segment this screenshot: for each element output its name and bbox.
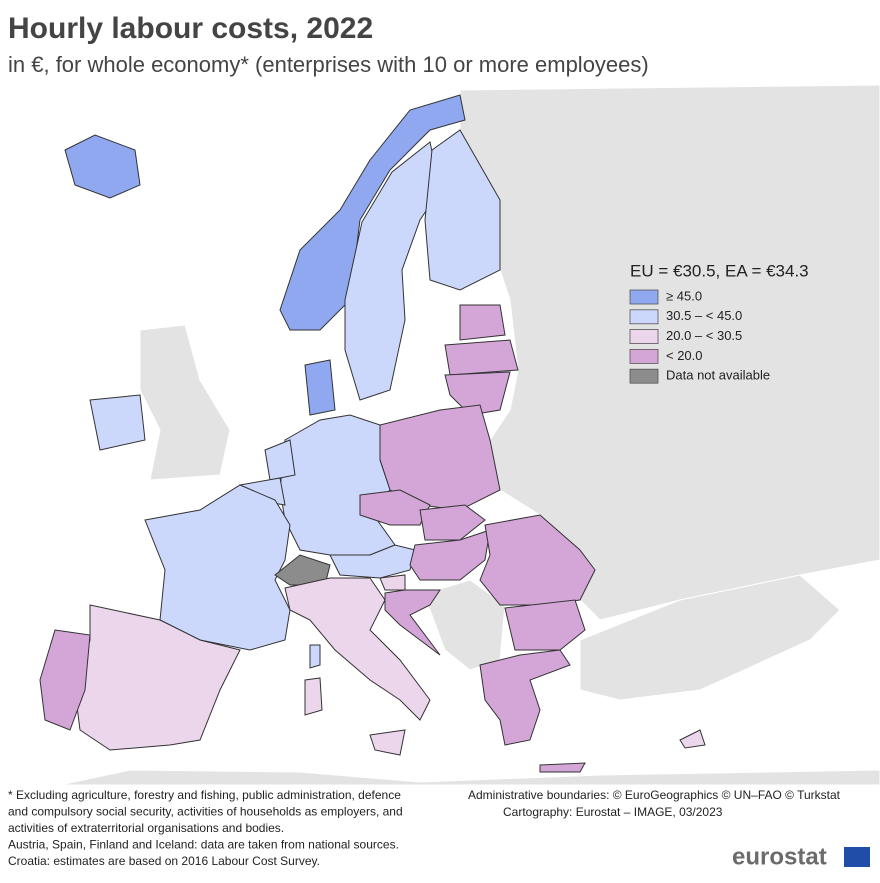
north-africa <box>59 769 880 786</box>
countries <box>39 94 706 773</box>
uk <box>139 324 231 481</box>
legend-label: 30.5 – < 45.0 <box>666 308 742 323</box>
germany <box>279 414 396 556</box>
credit-line: Cartography: Eurostat – IMAGE, 03/2023 <box>503 805 723 819</box>
footer-background <box>0 785 880 878</box>
czechia <box>359 489 431 526</box>
non-eu-land <box>59 84 880 786</box>
turkey <box>579 574 841 701</box>
legend-swatch <box>629 348 659 364</box>
hungary <box>409 529 491 581</box>
legend-title: EU = €30.5, EA = €34.3 <box>630 261 809 280</box>
header-background <box>0 0 880 82</box>
legend-swatch <box>629 329 659 345</box>
legend-label: Data not available <box>666 368 770 383</box>
lithuania <box>444 371 511 416</box>
logo-text: eurostat <box>732 843 827 870</box>
portugal <box>39 629 91 731</box>
footnote-line: Austria, Spain, Finland and Iceland: dat… <box>8 838 399 852</box>
credits: Administrative boundaries: © EuroGeograp… <box>468 788 841 819</box>
sicily <box>369 729 406 756</box>
croatia <box>384 589 441 656</box>
sardinia <box>304 677 323 716</box>
latvia <box>444 339 519 376</box>
greece <box>479 649 571 746</box>
footnote-line: * Excluding agriculture, forestry and fi… <box>8 788 401 802</box>
slovakia <box>419 504 486 541</box>
netherlands <box>264 439 296 481</box>
iceland <box>64 134 141 199</box>
footnotes: * Excluding agriculture, forestry and fi… <box>8 788 403 868</box>
crete <box>539 762 586 773</box>
legend-label: ≥ 45.0 <box>666 288 702 303</box>
switzerland <box>274 554 331 586</box>
legend-label: < 20.0 <box>666 348 703 363</box>
bulgaria <box>504 599 586 651</box>
italy <box>284 577 431 721</box>
legend-swatch <box>629 309 659 325</box>
slovenia <box>379 574 406 591</box>
ireland <box>89 394 146 451</box>
footnote-line: activities of extraterritorial organisat… <box>8 821 284 835</box>
eu-flag <box>844 847 870 867</box>
corsica <box>309 644 321 669</box>
footnote-line: and compulsory social security, activiti… <box>8 805 403 819</box>
credit-line: Administrative boundaries: © EuroGeograp… <box>468 788 841 802</box>
sweden <box>344 141 441 401</box>
cyprus <box>679 729 706 749</box>
title: Hourly labour costs, 2022 <box>8 12 373 45</box>
subtitle: in €, for whole economy* (enterprises wi… <box>8 52 649 77</box>
legend-swatch <box>629 368 659 384</box>
denmark <box>304 359 336 416</box>
norway <box>279 94 466 331</box>
legend-label: 20.0 – < 30.5 <box>666 328 742 343</box>
legend-swatch <box>629 289 659 305</box>
legend: ≥ 45.0 30.5 – < 45.0 20.0 – < 30.5 < 20.0 Da… <box>629 288 770 384</box>
footnote-line: Croatia: estimates are based on 2016 Lab… <box>8 854 320 868</box>
finland <box>424 129 501 291</box>
estonia <box>459 304 506 341</box>
